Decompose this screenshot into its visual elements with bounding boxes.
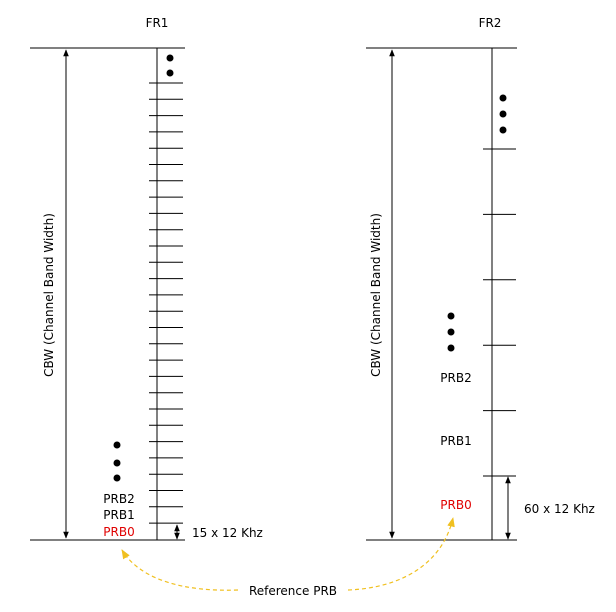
fr1-top-ellipsis-dot xyxy=(166,54,174,62)
fr2-prb2-label: PRB2 xyxy=(440,371,471,385)
reference-arrow-fr1 xyxy=(121,549,239,591)
fr2-panel: FR2 CBW (Channel Band Width) PRB2 PRB1 P… xyxy=(366,16,595,541)
fr1-ellipsis-dot xyxy=(113,459,121,467)
fr1-top-ellipsis-dot xyxy=(166,69,174,77)
fr1-title: FR1 xyxy=(146,16,169,30)
fr2-prb-ticks xyxy=(483,148,516,477)
fr1-prb2-label: PRB2 xyxy=(103,492,134,506)
fr2-spacing-label: 60 x 12 Khz xyxy=(524,502,595,516)
fr2-ellipsis-dot xyxy=(447,344,455,352)
reference-arrow-fr2 xyxy=(347,517,455,591)
fr2-cbw-label: CBW (Channel Band Width) xyxy=(369,213,383,377)
reference-prb-callout: Reference PRB xyxy=(121,517,455,598)
fr1-panel: FR1 CBW (Channel Band Width) PRB2 PRB1 P… xyxy=(30,16,263,541)
fr1-prb-ticks xyxy=(149,82,183,524)
fr2-top-ellipsis-dot xyxy=(499,126,507,134)
fr2-top-ellipsis-dot xyxy=(499,94,507,102)
fr2-ellipsis-dot xyxy=(447,328,455,336)
fr1-prb1-label: PRB1 xyxy=(103,508,134,522)
fr1-ellipsis-dot xyxy=(113,441,121,449)
fr1-ellipsis-dot xyxy=(113,474,121,482)
fr2-ellipsis-dot xyxy=(447,312,455,320)
fr1-prb0-label: PRB0 xyxy=(103,525,134,539)
reference-prb-label: Reference PRB xyxy=(249,584,337,598)
fr2-prb1-label: PRB1 xyxy=(440,434,471,448)
fr1-spacing-label: 15 x 12 Khz xyxy=(192,526,263,540)
fr2-top-ellipsis-dot xyxy=(499,110,507,118)
fr2-title: FR2 xyxy=(479,16,502,30)
fr2-prb0-label: PRB0 xyxy=(440,498,471,512)
fr1-cbw-label: CBW (Channel Band Width) xyxy=(42,213,56,377)
